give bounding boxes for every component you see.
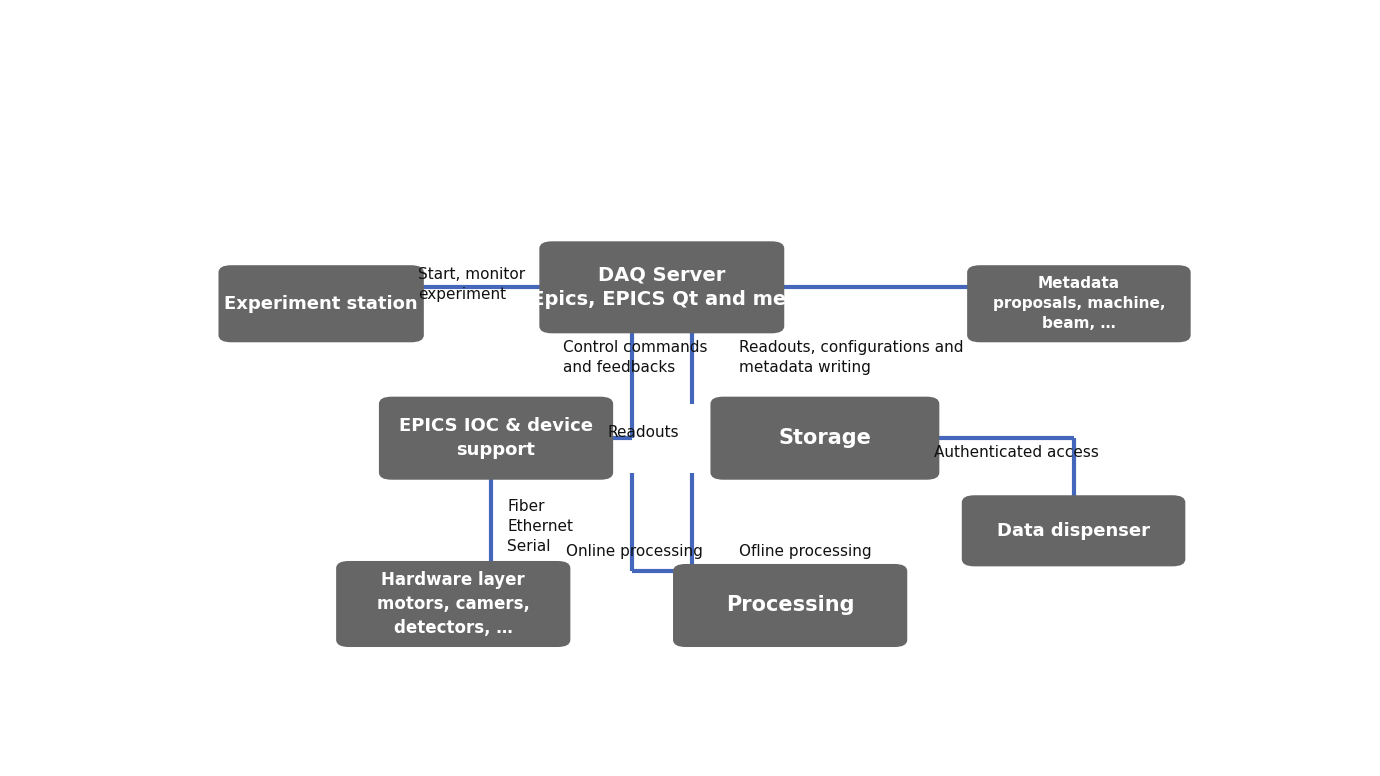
Text: DAQ Server
PyEpics, EPICS Qt and medm: DAQ Server PyEpics, EPICS Qt and medm (504, 265, 820, 310)
Text: Readouts: Readouts (607, 425, 679, 440)
Text: EPICS IOC & device
support: EPICS IOC & device support (399, 417, 593, 459)
FancyBboxPatch shape (967, 265, 1191, 342)
Text: Ofline processing: Ofline processing (740, 544, 872, 559)
FancyBboxPatch shape (380, 397, 613, 480)
Text: Fiber
Ethernet
Serial: Fiber Ethernet Serial (508, 499, 573, 553)
Text: Metadata
proposals, machine,
beam, …: Metadata proposals, machine, beam, … (992, 276, 1165, 331)
Text: Start, monitor
experiment: Start, monitor experiment (418, 267, 526, 302)
FancyBboxPatch shape (337, 561, 570, 647)
Text: Readouts, configurations and
metadata writing: Readouts, configurations and metadata wr… (740, 340, 963, 375)
Text: Online processing: Online processing (566, 544, 702, 559)
Text: Storage: Storage (778, 428, 871, 449)
FancyBboxPatch shape (540, 241, 784, 334)
Text: Control commands
and feedbacks: Control commands and feedbacks (563, 340, 708, 375)
Text: Experiment station: Experiment station (225, 295, 418, 313)
FancyBboxPatch shape (218, 265, 424, 342)
FancyBboxPatch shape (962, 495, 1185, 566)
Text: Authenticated access: Authenticated access (934, 445, 1098, 460)
FancyBboxPatch shape (711, 397, 940, 480)
FancyBboxPatch shape (673, 564, 907, 647)
Text: Data dispenser: Data dispenser (998, 521, 1150, 540)
Text: Hardware layer
motors, camers,
detectors, …: Hardware layer motors, camers, detectors… (377, 571, 530, 636)
Text: Processing: Processing (726, 595, 854, 615)
